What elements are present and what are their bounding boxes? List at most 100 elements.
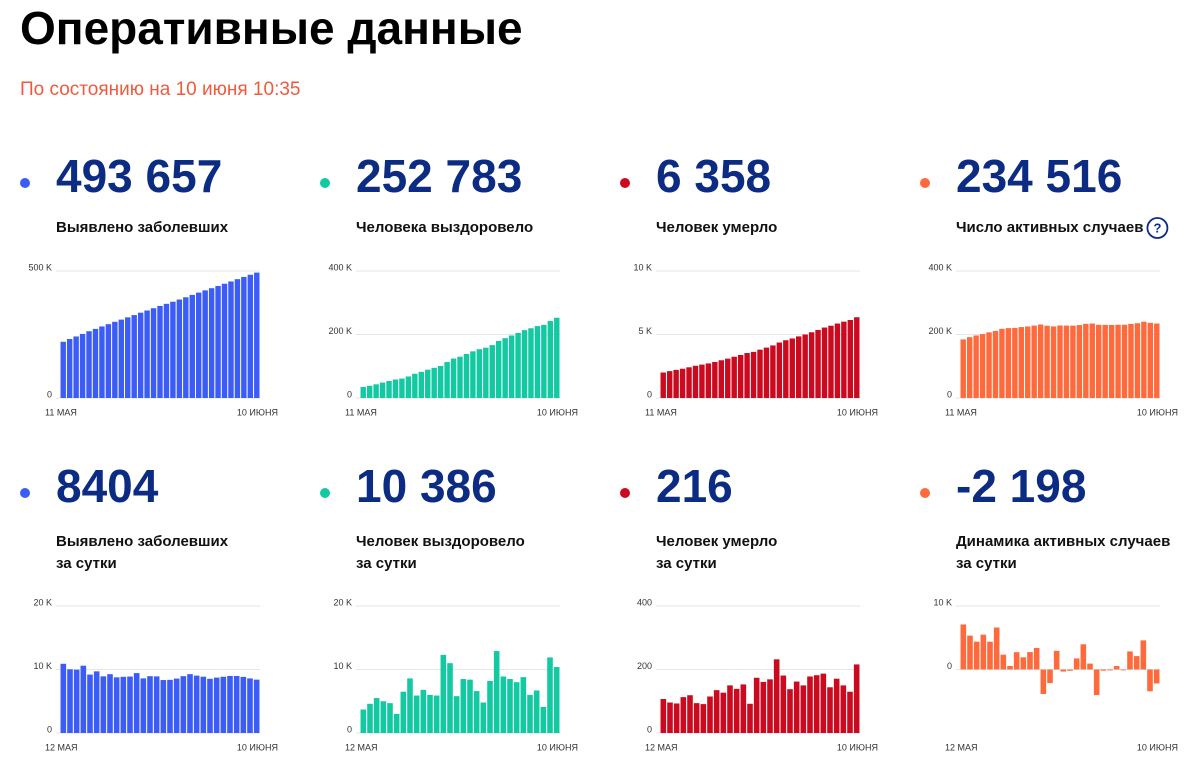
bar — [737, 354, 744, 398]
stat-card: 10 386 Человек выздоровело за сутки 0 10 K 20… — [320, 460, 578, 752]
bar — [1080, 644, 1087, 670]
bar — [180, 676, 187, 733]
bar — [787, 689, 793, 733]
bar — [1053, 650, 1060, 670]
bar — [100, 676, 107, 733]
page-title: Оперативные данные — [20, 2, 523, 54]
bar — [534, 326, 541, 398]
bar — [73, 336, 79, 398]
bar — [418, 371, 424, 398]
y-tick-label: 200 K — [328, 326, 352, 336]
bar — [763, 347, 770, 398]
x-tick-label: 10 ИЮНЯ — [237, 742, 278, 752]
bar — [760, 681, 767, 733]
stat-value: 234 516 — [956, 150, 1122, 202]
bar — [841, 321, 847, 398]
bar — [960, 339, 966, 398]
bar — [427, 694, 433, 733]
bar — [367, 703, 373, 733]
bar — [247, 678, 253, 733]
stat-card: 8404 Выявлено заболевших за сутки 0 10 K 20 K… — [20, 460, 278, 752]
bar — [450, 358, 457, 398]
x-tick-label: 10 ИЮНЯ — [1137, 407, 1178, 417]
bar — [667, 702, 673, 733]
bar — [392, 379, 399, 398]
bar — [1063, 325, 1070, 398]
y-tick-label: 10 K — [333, 661, 352, 671]
bar — [163, 303, 170, 398]
bar — [783, 340, 789, 398]
bar — [699, 364, 705, 398]
bar — [521, 330, 528, 398]
bar — [420, 689, 427, 733]
bar — [773, 659, 780, 733]
stat-label: за сутки — [356, 555, 417, 572]
y-tick-label: 400 K — [328, 262, 352, 272]
bar — [1070, 325, 1076, 398]
bar — [1089, 323, 1095, 398]
bar — [821, 327, 828, 398]
stat-value: 252 783 — [356, 150, 522, 202]
bar — [1050, 326, 1057, 398]
y-tick-label: 0 — [47, 389, 52, 399]
x-tick-label: 10 ИЮНЯ — [837, 407, 878, 417]
bar — [467, 679, 473, 733]
bar — [176, 299, 183, 398]
bar — [1120, 669, 1127, 671]
bar — [380, 701, 387, 733]
legend-dot — [920, 178, 930, 188]
bar — [80, 665, 87, 733]
bar — [753, 677, 760, 733]
bar — [183, 297, 189, 398]
bar — [1018, 327, 1024, 398]
bar — [1096, 324, 1102, 398]
bar — [147, 676, 153, 733]
x-tick-label: 10 ИЮНЯ — [537, 407, 578, 417]
bar — [680, 697, 687, 733]
bar — [1076, 325, 1083, 398]
bar — [980, 634, 987, 670]
bar — [221, 283, 228, 398]
bar — [127, 676, 133, 733]
stat-label: Динамика активных случаев — [956, 533, 1170, 550]
bar — [513, 682, 520, 733]
bar — [431, 367, 437, 398]
bar — [986, 332, 992, 398]
bar — [660, 699, 667, 733]
bar — [966, 337, 973, 398]
bar — [502, 338, 508, 398]
bar — [500, 676, 507, 733]
bar — [1012, 327, 1018, 398]
bar — [79, 333, 86, 398]
bar — [767, 679, 773, 733]
bar — [1133, 656, 1140, 670]
bar — [413, 695, 420, 733]
stat-card: 252 783 Человека выздоровело 0 200 K 400 K 11… — [320, 150, 578, 417]
bar — [125, 317, 131, 398]
stat-card: 234 516 Число активных случаев ? 0 200 K 400 … — [920, 150, 1178, 417]
stat-label: Человек умерло — [656, 219, 777, 236]
bar — [447, 663, 453, 733]
bar — [220, 676, 227, 733]
y-tick-label: 0 — [347, 389, 352, 399]
bar — [133, 673, 140, 733]
bar — [433, 695, 440, 733]
bar — [1154, 323, 1160, 398]
bar — [463, 353, 470, 398]
bar — [1128, 323, 1134, 398]
bar — [460, 679, 467, 733]
bar — [1060, 669, 1067, 672]
bar — [800, 685, 807, 733]
bar — [847, 319, 854, 398]
bar — [515, 332, 521, 398]
bar — [731, 356, 737, 398]
stat-label: за сутки — [656, 555, 717, 572]
bar — [673, 703, 680, 733]
bar — [1033, 647, 1040, 670]
bar — [1020, 657, 1027, 670]
bar — [1005, 328, 1012, 398]
bar — [1127, 651, 1133, 670]
y-tick-label: 200 — [637, 661, 652, 671]
bar — [107, 674, 113, 733]
bar — [99, 326, 105, 398]
